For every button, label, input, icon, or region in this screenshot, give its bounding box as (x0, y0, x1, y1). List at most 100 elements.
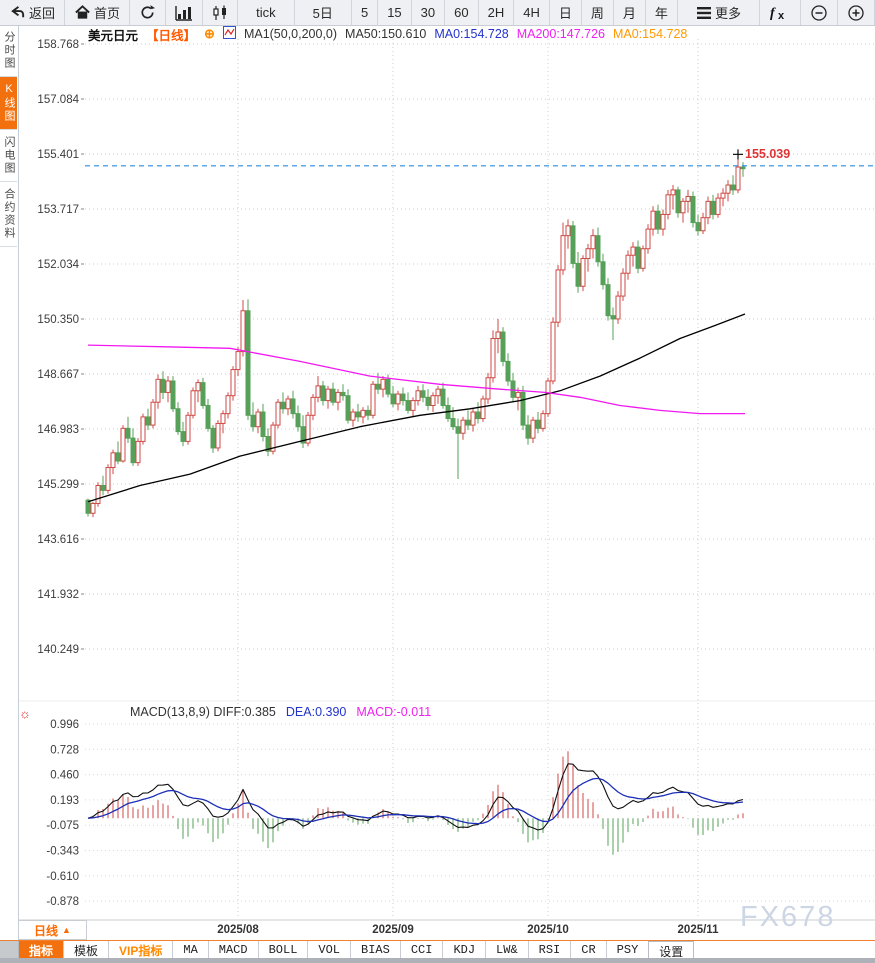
price-axis-label: 145.299 (37, 479, 79, 491)
tab-MACD[interactable]: MACD (209, 941, 259, 959)
indicator-tabbar: 指标 模板 VIP指标 MA MACD BOLL VOL BIAS CCI KDJ LW& RSI CR… (0, 940, 875, 963)
price-axis-label: 140.249 (37, 644, 79, 656)
macd-axis-label: -0.075 (46, 820, 79, 832)
add-compare-icon[interactable]: ⊕ (204, 26, 215, 41)
sidebar-item[interactable]: 分时图 (0, 25, 17, 77)
tab-KDJ[interactable]: KDJ (443, 941, 487, 959)
toolbar-button-label: 60 (454, 5, 469, 20)
macd-settings-icon[interactable]: ☼ (19, 706, 31, 721)
toolbar-button-label: 更多 (714, 6, 741, 21)
sidebar-item[interactable]: 合约资料 (0, 182, 17, 247)
refresh-icon (139, 4, 156, 21)
toolbar-button-2h[interactable]: 2H (479, 0, 515, 25)
toolbar-button-tick[interactable]: tick (238, 0, 295, 25)
tab-RSI[interactable]: RSI (529, 941, 572, 959)
svg-text:x: x (778, 10, 785, 21)
mini-chart-icon[interactable] (222, 26, 236, 42)
toolbar-button-label: 2H (487, 5, 505, 20)
tab-CR[interactable]: CR (571, 941, 607, 959)
tabbar-corner (0, 941, 19, 963)
tab-VOL[interactable]: VOL (308, 941, 352, 959)
price-axis-label: 141.932 (37, 589, 79, 601)
price-axis-label: 157.084 (37, 94, 79, 106)
toolbar-button-year[interactable]: 年 (646, 0, 678, 25)
toolbar-button-min5[interactable]: 5 (352, 0, 379, 25)
toolbar-button-week[interactable]: 周 (582, 0, 614, 25)
tab-CCI[interactable]: CCI (401, 941, 444, 959)
tab-指标[interactable]: 指标 (19, 941, 65, 959)
x-axis-label: 2025/08 (217, 924, 259, 936)
chevron-up-icon: ▲ (62, 925, 71, 935)
toolbar-button-bar-chart[interactable] (166, 0, 204, 25)
watermark: FX678 (740, 901, 836, 933)
price-axis-label: 153.717 (37, 204, 79, 216)
period-label: 【日线】 (146, 28, 197, 43)
symbol-name: 美元日元 (88, 28, 139, 43)
price-axis-label: 146.983 (37, 424, 79, 436)
toolbar-button-label: tick (256, 5, 276, 20)
chart-area[interactable]: 158.768 157.084 155.401 153.717 152.034 150.3… (18, 25, 875, 940)
x-axis-label: 2025/11 (678, 924, 720, 936)
toolbar-button-label: 日 (558, 6, 572, 21)
price-axis-label: 148.667 (37, 369, 79, 381)
macd-bar-value: MACD:-0.011 (356, 705, 432, 719)
current-price-label: 155.039 (745, 147, 790, 161)
toolbar-button-label: 5 (360, 5, 369, 20)
macd-axis-label: 0.193 (50, 795, 79, 807)
period-chip-label: 日线 (34, 923, 59, 938)
top-toolbar: 返回 首页 tick 5日 5 15 30 60 2H 4H 日 周 月 年 更多 f x (0, 0, 875, 26)
macd-header: MACD(13,8,9) DIFF:0.385 DEA:0.390 MACD:-… (130, 705, 431, 719)
tab-BOLL[interactable]: BOLL (259, 941, 309, 959)
svg-text:f: f (770, 6, 776, 21)
price-axis-label: 152.034 (37, 259, 79, 271)
period-selector-chip[interactable]: 日线 ▲ (18, 920, 87, 940)
toolbar-button-home[interactable]: 首页 (65, 0, 131, 25)
toolbar-button-refresh[interactable] (130, 0, 167, 25)
toolbar-button-zoom-out[interactable] (801, 0, 839, 25)
toolbar-button-more[interactable]: 更多 (678, 0, 761, 25)
toolbar-button-candle-chart[interactable] (203, 0, 239, 25)
ma0-orange-value: MA0:154.728 (612, 27, 688, 41)
price-axis-label: 150.350 (37, 314, 79, 326)
toolbar-button-min30[interactable]: 30 (412, 0, 446, 25)
toolbar-button-day[interactable]: 日 (550, 0, 582, 25)
sidebar-item[interactable]: K线图 (0, 77, 17, 130)
tab-PSY[interactable]: PSY (607, 941, 650, 959)
bottom-strip (0, 958, 875, 963)
ma0-blue-value: MA0:154.728 (434, 27, 509, 41)
toolbar-button-label: 5日 (312, 6, 333, 21)
toolbar-button-month[interactable]: 月 (614, 0, 646, 25)
tab-BIAS[interactable]: BIAS (351, 941, 401, 959)
tab-模板[interactable]: 模板 (64, 941, 110, 959)
tab-设置[interactable]: 设置 (648, 941, 695, 960)
chart-header: 美元日元 【日线】 ⊕ MA1(50,0,200,0) MA50:150.610… (88, 26, 688, 43)
toolbar-button-min60[interactable]: 60 (445, 0, 479, 25)
zoom-in-icon (847, 4, 865, 22)
tab-VIP指标[interactable]: VIP指标 (109, 941, 174, 959)
tab-MA[interactable]: MA (173, 941, 209, 959)
toolbar-button-label: 首页 (94, 6, 121, 21)
ma50-value: MA50:150.610 (345, 27, 427, 41)
back-icon (9, 4, 26, 21)
sidebar-item[interactable]: 闪电图 (0, 130, 17, 182)
macd-axis-label: -0.610 (46, 871, 79, 883)
toolbar-button-5d[interactable]: 5日 (295, 0, 352, 25)
ma200-value: MA200:147.726 (516, 27, 605, 41)
toolbar-button-back[interactable]: 返回 (0, 0, 66, 25)
toolbar-button-4h[interactable]: 4H (514, 0, 550, 25)
tab-LW&[interactable]: LW& (486, 941, 529, 959)
macd-dea-value: DEA:0.390 (285, 705, 347, 719)
chart-canvas[interactable]: 158.768 157.084 155.401 153.717 152.034 150.3… (18, 25, 875, 940)
toolbar-button-min15[interactable]: 15 (378, 0, 412, 25)
toolbar-button-label: 年 (654, 6, 668, 21)
macd-axis-label: -0.878 (46, 896, 79, 908)
macd-axis-label: -0.343 (46, 846, 79, 858)
price-axis-label: 158.768 (37, 39, 79, 51)
ma-settings-label: MA1(50,0,200,0) (243, 27, 338, 41)
toolbar-button-label: 月 (622, 6, 636, 21)
zoom-out-icon (810, 4, 828, 22)
toolbar-button-zoom-in[interactable] (838, 0, 875, 25)
